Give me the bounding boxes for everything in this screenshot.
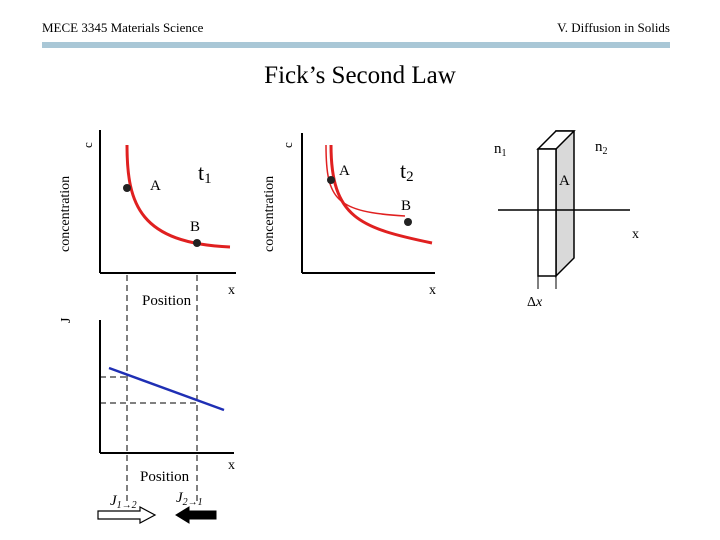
plot2-time-label: t2	[400, 158, 414, 185]
flux-arrows: J1→2 J2→1	[97, 490, 217, 524]
plot2-point-b-marker	[404, 218, 412, 226]
plot1-point-a-marker	[123, 184, 131, 192]
plot2-point-b-label: B	[401, 198, 411, 214]
flux-j21-label: J2→1	[176, 490, 203, 508]
plot1-concentration-profile: A B t1 c concentration x Position	[58, 130, 236, 309]
slab-front-face	[537, 148, 557, 277]
plot3-x-label: Position	[140, 469, 190, 485]
plot3-flux-profile: J x Position	[59, 275, 235, 505]
slab-dx-label: Δx	[527, 295, 543, 310]
slide-title: Fick’s Second Law	[264, 62, 456, 89]
slab-n2-label: n2	[595, 139, 608, 157]
plot3-x-var: x	[228, 458, 235, 473]
plot1-time-label: t1	[198, 160, 212, 187]
slab-point-a-label: A	[559, 173, 570, 189]
header-divider	[42, 42, 670, 48]
plot1-point-b-marker	[193, 239, 201, 247]
slab-x-var: x	[632, 227, 639, 242]
plot1-point-b-label: B	[190, 219, 200, 235]
flux-left-arrow-icon	[175, 506, 217, 524]
plot1-y-label: concentration	[58, 176, 73, 252]
plot1-point-a-label: A	[150, 178, 161, 194]
plot3-flux-line	[108, 366, 225, 412]
plot2-previous-curve	[325, 144, 406, 217]
diffusion-slab: n1 n2 A x Δx	[494, 130, 639, 310]
plot3-y-label: J	[59, 317, 74, 323]
slab-n1-label: n1	[494, 141, 507, 159]
plot1-red-curve	[125, 144, 231, 249]
plot2-point-a-label: A	[339, 163, 350, 179]
plot2-point-a-marker	[327, 176, 335, 184]
plot1-x-label: Position	[142, 293, 192, 309]
course-header: MECE 3345 Materials Science	[42, 20, 204, 35]
plot2-red-curve	[329, 144, 433, 245]
flux-j12-label: J1→2	[110, 493, 137, 511]
plot2-y-label: concentration	[262, 176, 277, 252]
plot2-y-var: c	[280, 142, 295, 148]
plot2-concentration-profile: A B t2 c concentration x	[262, 133, 436, 298]
plot1-y-var: c	[80, 142, 95, 148]
plot2-x-var: x	[429, 283, 436, 298]
slab-side-face	[555, 130, 575, 278]
plot1-x-var: x	[228, 283, 235, 298]
flux-right-arrow-icon	[97, 506, 157, 524]
section-header: V. Diffusion in Solids	[557, 20, 670, 35]
